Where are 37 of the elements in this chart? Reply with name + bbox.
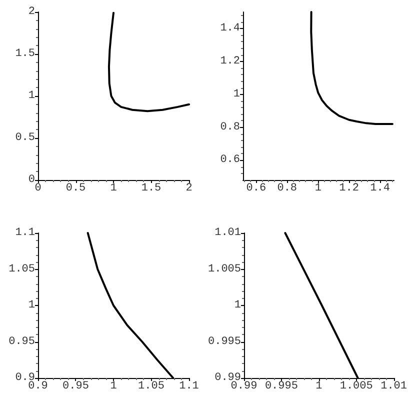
x-tick-label: 0.5 xyxy=(66,182,86,194)
x-tick-label: 1.01 xyxy=(380,380,408,392)
x-tick-label: 0.95 xyxy=(62,380,89,392)
y-tick-label: 0.6 xyxy=(220,154,240,166)
y-tick-label: 0 xyxy=(28,174,35,186)
y-tick-label: 2 xyxy=(28,6,35,18)
line-series xyxy=(108,12,190,112)
x-tick-label: 2 xyxy=(186,182,192,194)
y-tick-label: 1 xyxy=(233,88,240,100)
y-tick-label: 1.005 xyxy=(208,263,242,276)
y-tick-label: 1.1 xyxy=(15,227,36,239)
y-tick-label: 1 xyxy=(234,300,242,312)
x-tick-label: 1.5 xyxy=(141,182,162,194)
y-tick-label: 1 xyxy=(28,90,36,102)
x-tick-label: 1 xyxy=(316,380,323,392)
y-tick-label: 1.5 xyxy=(15,48,35,60)
x-tick-label: 1 xyxy=(110,182,118,194)
y-tick-label: 0.995 xyxy=(208,336,242,348)
line-series xyxy=(310,11,394,125)
x-tick-label: 1.1 xyxy=(179,380,200,392)
y-tick-label: 1.2 xyxy=(220,55,240,68)
x-tick-label: 1.4 xyxy=(370,182,390,194)
y-tick-label: 1.01 xyxy=(214,227,242,239)
x-tick-label: 0.8 xyxy=(277,182,298,194)
x-tick-label: 1.005 xyxy=(340,380,373,392)
y-tick-label: 0.8 xyxy=(220,121,240,134)
y-tick-label: 1 xyxy=(28,300,36,312)
y-tick-label: 1.05 xyxy=(8,263,35,276)
x-tick-label: 1 xyxy=(314,182,322,194)
x-tick-label: 1 xyxy=(110,380,118,392)
x-tick-label: 1.05 xyxy=(138,380,164,392)
y-tick-label: 0.5 xyxy=(15,132,35,144)
x-tick-label: 0.6 xyxy=(246,182,266,194)
y-tick-label: 1.4 xyxy=(220,22,240,34)
y-tick-label: 0.95 xyxy=(8,336,35,348)
x-tick-label: 0.995 xyxy=(264,380,298,392)
x-tick-label: 1.2 xyxy=(339,182,359,194)
